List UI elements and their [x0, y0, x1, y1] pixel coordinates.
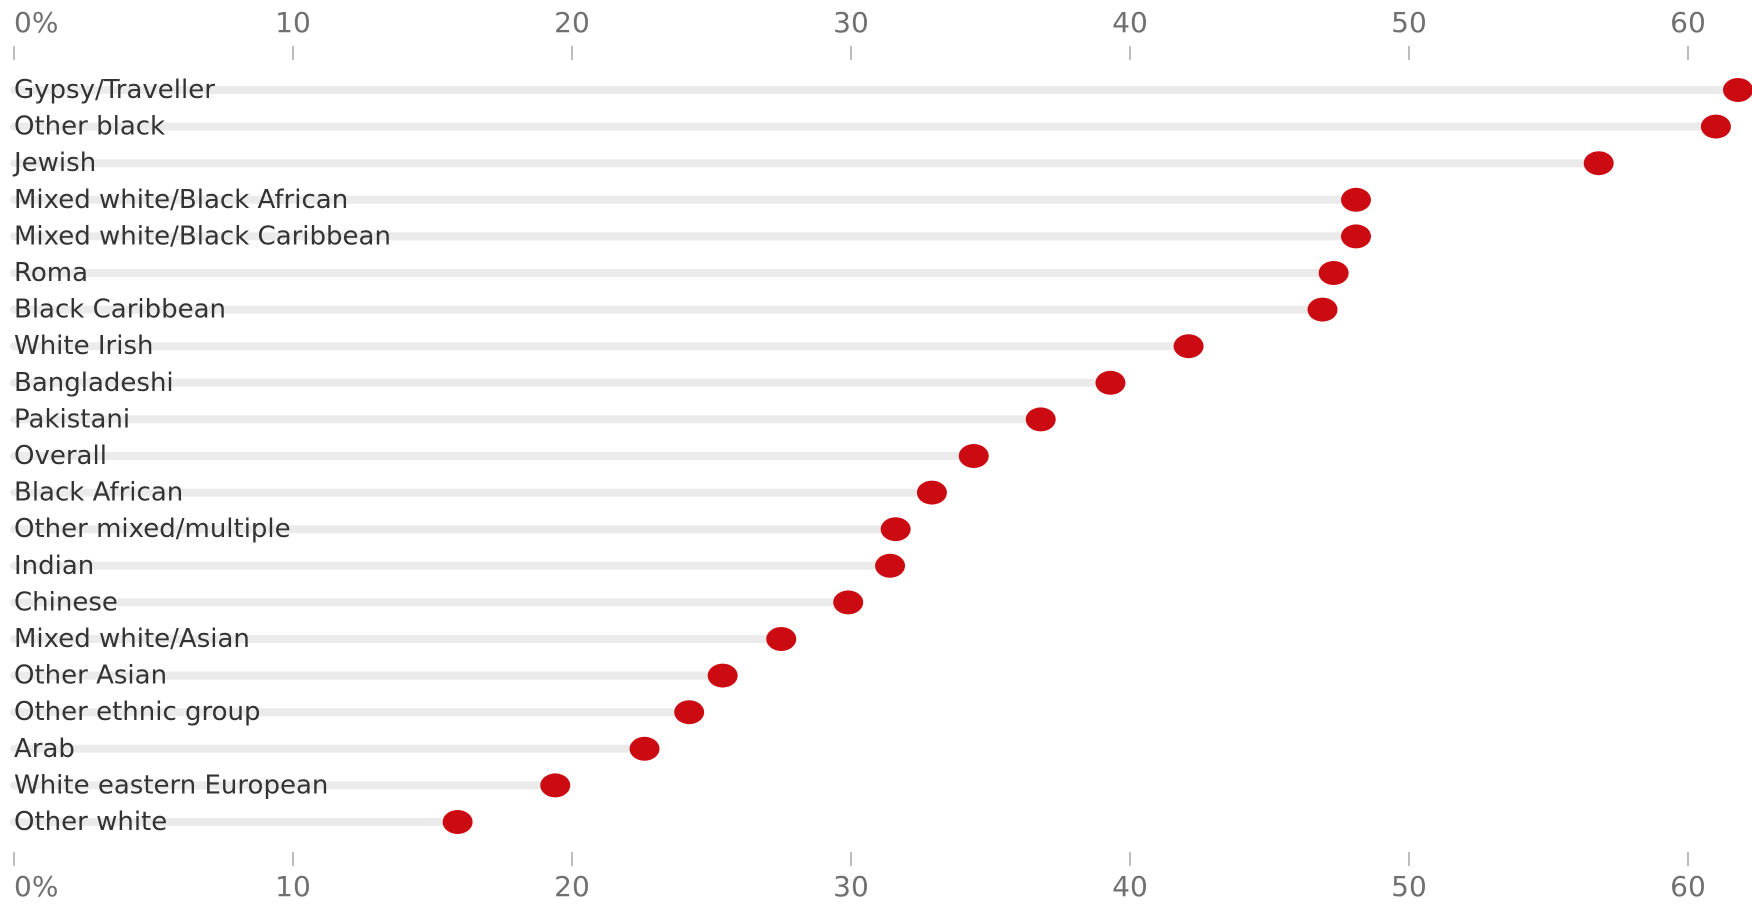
category-label: Jewish	[12, 148, 96, 178]
chart-row: Bangladeshi	[10, 368, 1126, 398]
category-label: Bangladeshi	[14, 368, 174, 398]
category-label: Pakistani	[14, 404, 130, 434]
bottom-axis-tick-label: 40	[1112, 870, 1148, 903]
category-label: White Irish	[14, 331, 153, 361]
chart-row: Other Asian	[10, 661, 738, 691]
chart-row: Mixed white/Black African	[10, 185, 1371, 215]
bottom-axis-tick-label: 10	[275, 870, 311, 903]
bottom-axis-tick-label: 0%	[14, 870, 58, 903]
data-point	[958, 444, 989, 468]
bottom-axis-tick-label: 50	[1391, 870, 1427, 903]
top-axis-tick-label: 30	[833, 6, 869, 39]
top-x-axis: 0% 10 20 30 40 50 60	[13, 6, 1706, 60]
category-label: Mixed white/Asian	[14, 624, 250, 654]
top-axis-tick-label: 10	[275, 6, 311, 39]
chart-row: Jewish	[10, 148, 1614, 178]
data-point	[1318, 261, 1349, 285]
category-label: Arab	[14, 734, 75, 764]
data-point	[442, 810, 473, 834]
top-axis-tick-label: 50	[1391, 6, 1427, 39]
data-point	[1340, 187, 1371, 212]
category-label: Other mixed/multiple	[14, 514, 291, 544]
bottom-axis-tick-label: 30	[833, 870, 869, 903]
category-label: Other black	[14, 112, 165, 142]
chart-row: Chinese	[10, 587, 864, 617]
category-label: Black Caribbean	[14, 295, 226, 325]
data-point	[1340, 224, 1371, 249]
chart-row: Overall	[10, 441, 989, 471]
chart-row: Black Caribbean	[10, 295, 1338, 325]
category-label: Other ethnic group	[14, 697, 261, 727]
data-point	[1583, 151, 1614, 176]
category-label: Gypsy/Traveller	[14, 75, 215, 105]
data-point	[766, 627, 797, 651]
chart-row: Indian	[10, 551, 906, 581]
category-label: Other Asian	[14, 661, 167, 691]
top-axis-tick-label: 20	[554, 6, 590, 39]
top-axis-tick-label: 0%	[14, 6, 58, 39]
chart-row: White Irish	[10, 331, 1204, 361]
data-point	[540, 773, 571, 798]
bottom-x-axis: 0% 10 20 30 40 50 60	[13, 852, 1706, 903]
chart-row: Arab	[10, 734, 660, 764]
category-label: Chinese	[14, 587, 118, 617]
data-point	[1025, 407, 1056, 432]
category-label: Other white	[14, 807, 167, 837]
chart-row: Other white	[10, 807, 473, 837]
data-point	[1095, 370, 1126, 395]
top-axis-tick-label: 40	[1112, 6, 1148, 39]
data-point	[629, 736, 660, 761]
data-point	[707, 663, 738, 688]
data-point	[833, 590, 864, 615]
chart-row: Other black	[10, 112, 1731, 142]
data-point	[1307, 297, 1338, 322]
data-point	[1723, 78, 1752, 102]
chart-row: Other mixed/multiple	[10, 514, 911, 544]
data-point	[916, 480, 947, 505]
chart-rows: Gypsy/Traveller Other black Jewish Mixed wh…	[10, 75, 1752, 837]
category-label: Indian	[14, 551, 94, 581]
chart-row: Mixed white/Asian	[10, 624, 797, 654]
data-point	[875, 553, 906, 578]
category-label: Roma	[14, 258, 88, 288]
chart-row: Roma	[10, 258, 1349, 288]
data-point	[674, 700, 705, 725]
chart-row: Pakistani	[10, 404, 1056, 434]
chart-row: White eastern European	[10, 770, 571, 800]
chart-row: Black African	[10, 478, 947, 508]
category-label: Black African	[14, 478, 183, 508]
category-label: Mixed white/Black African	[14, 185, 348, 215]
chart-row: Other ethnic group	[10, 697, 705, 727]
chart-row: Gypsy/Traveller	[10, 75, 1752, 105]
data-point	[1173, 334, 1204, 359]
category-label: Mixed white/Black Caribbean	[14, 221, 391, 251]
category-label: Overall	[14, 441, 107, 471]
data-point	[1700, 114, 1731, 139]
category-label: White eastern European	[14, 770, 328, 800]
bottom-axis-tick-label: 60	[1670, 870, 1706, 903]
bottom-axis-tick-label: 20	[554, 870, 590, 903]
top-axis-tick-label: 60	[1670, 6, 1706, 39]
chart-row: Mixed white/Black Caribbean	[10, 221, 1371, 251]
data-point	[880, 517, 911, 542]
